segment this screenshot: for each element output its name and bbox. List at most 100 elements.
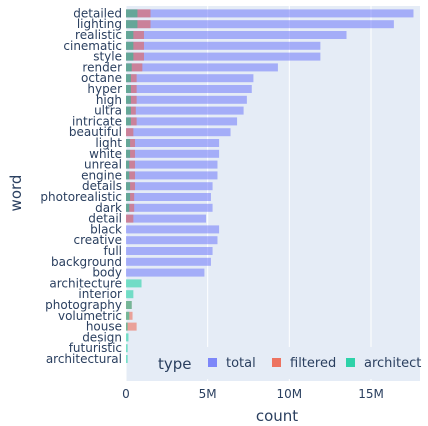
y-tick-label: details (82, 179, 122, 193)
x-tick-label: 10M (277, 387, 303, 401)
bar-filtered-cinematic (126, 41, 144, 50)
bar-architect-house (126, 322, 128, 331)
bar-architect-interior (126, 290, 134, 299)
bar-filtered-style (126, 52, 144, 61)
bar-filtered-render (126, 63, 143, 72)
bar-total-photorealistic (126, 193, 211, 201)
x-tick-label: 15M (358, 387, 384, 401)
y-tick-label: hyper (87, 82, 122, 96)
bar-architect-photorealistic (126, 193, 131, 201)
bar-architect-photography (126, 301, 132, 309)
y-tick-label: volumetric (58, 309, 122, 323)
y-tick-label: ultra (94, 104, 122, 118)
bar-filtered-unreal (126, 160, 135, 169)
y-tick-label: interior (78, 287, 122, 301)
bar-total-unreal (126, 160, 218, 169)
legend-swatch-total (208, 358, 217, 367)
bar-architect-style (126, 52, 134, 61)
bar-total-details (126, 182, 213, 191)
y-tick-label: realistic (75, 28, 122, 42)
bar-filtered-photorealistic (126, 193, 135, 201)
y-tick-label: detail (88, 212, 122, 226)
bar-filtered-engine (126, 171, 135, 180)
bar-architect-detailed (126, 9, 138, 18)
bar-architect-lighting (126, 20, 138, 29)
y-tick-label: unreal (84, 158, 122, 172)
bar-total-beautiful (126, 128, 231, 137)
bar-filtered-lighting (126, 20, 151, 29)
bar-filtered-detail (126, 214, 134, 223)
bar-filtered-hyper (126, 85, 137, 93)
bar-total-cinematic (126, 41, 321, 50)
bar-architect-high (126, 95, 131, 104)
bar-filtered-intricate (126, 117, 137, 126)
bar-filtered-high (126, 95, 137, 104)
y-tick-label: light (95, 136, 122, 150)
bar-architect-render (126, 63, 132, 72)
bar-total-octane (126, 74, 254, 83)
bar-filtered-beautiful (126, 128, 134, 137)
y-tick-label: architecture (49, 276, 122, 290)
y-tick-label: engine (81, 168, 122, 182)
bar-filtered-dark (126, 203, 135, 212)
bar-filtered-detailed (126, 9, 151, 18)
bar-total-hyper (126, 85, 252, 93)
y-tick-label: render (82, 60, 122, 74)
bar-architect-white (126, 149, 131, 158)
bar-filtered-house (126, 322, 137, 331)
bars (126, 9, 414, 363)
bar-architect-octane (126, 74, 131, 83)
y-tick-label: photography (45, 298, 122, 312)
y-tick-label: dark (95, 201, 122, 215)
bar-architect-dark (126, 203, 130, 212)
y-tick-label: futuristic (69, 341, 122, 355)
bar-total-background (126, 257, 211, 266)
x-tick-label: 0 (122, 387, 130, 401)
bar-architect-cinematic (126, 41, 134, 50)
bar-total-detailed (126, 9, 414, 18)
y-tick-label: beautiful (69, 125, 122, 139)
bar-filtered-octane (126, 74, 137, 83)
y-tick-label: design (82, 330, 122, 344)
legend-label-architect: architect (364, 356, 421, 371)
y-tick-label: intricate (72, 114, 122, 128)
legend-label-filtered: filtered (290, 356, 336, 371)
y-tick-labels: detailedlightingrealisticcinematicstyler… (40, 6, 122, 366)
y-tick-label: style (93, 50, 122, 64)
bar-architect-design (126, 333, 129, 342)
bar-total-creative (126, 236, 218, 245)
y-tick-label: detailed (73, 6, 122, 20)
bar-architect-light (126, 139, 131, 147)
bar-architect-architecture (126, 279, 142, 288)
legend-label-total: total (226, 356, 256, 371)
bar-total-engine (126, 171, 218, 180)
legend-background (153, 347, 419, 379)
y-tick-label: high (96, 93, 122, 107)
bar-total-black (126, 225, 220, 234)
bar-total-body (126, 268, 205, 277)
bar-total-realistic (126, 31, 347, 39)
y-tick-label: photorealistic (40, 190, 122, 204)
bar-architect-details (126, 182, 131, 191)
y-tick-label: creative (73, 233, 122, 247)
x-tick-label: 5M (199, 387, 217, 401)
bar-filtered-white (126, 149, 135, 158)
bar-architect-intricate (126, 117, 131, 126)
y-tick-label: lighting (77, 17, 122, 31)
bar-total-style (126, 52, 321, 61)
y-tick-label: black (90, 222, 122, 236)
bar-architect-ultra (126, 106, 131, 115)
bar-architect-architectural (126, 355, 128, 363)
bar-architect-realistic (126, 31, 134, 39)
bar-total-dark (126, 203, 213, 212)
bar-architect-engine (126, 171, 130, 180)
bar-architect-futuristic (126, 344, 128, 353)
y-tick-label: full (104, 244, 123, 258)
y-tick-label: body (92, 266, 122, 280)
bar-architect-unreal (126, 160, 130, 169)
bar-total-full (126, 247, 213, 255)
bar-total-lighting (126, 20, 394, 29)
y-tick-label: house (86, 320, 122, 334)
bar-total-high (126, 95, 247, 104)
